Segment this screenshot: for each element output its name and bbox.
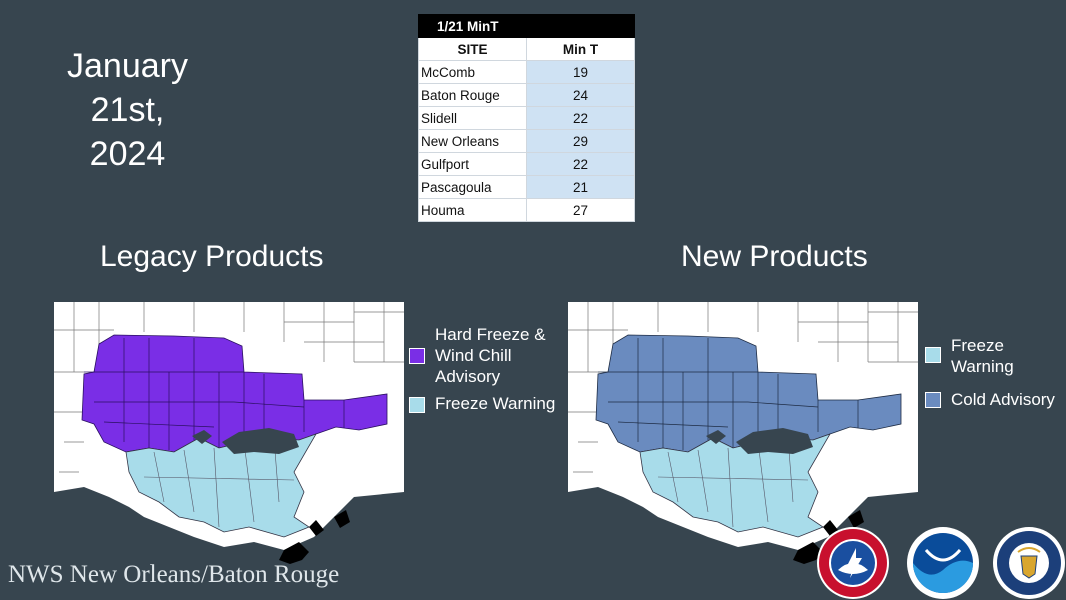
lake-maurepas xyxy=(192,430,212,444)
table-row: Slidell 22 xyxy=(418,106,636,130)
lake-pontchartrain xyxy=(736,428,813,454)
footer-office-name: NWS New Orleans/Baton Rouge xyxy=(8,561,340,588)
min-t-cell: 19 xyxy=(525,60,636,84)
min-temperature-table: 1/21 MinT SITE Min T McComb 19 Baton Rou… xyxy=(417,14,636,222)
legend-label: Freeze Warning xyxy=(951,336,1014,376)
legend-item-freeze-warning: Freeze Warning xyxy=(409,393,569,414)
freeze-warning-area xyxy=(639,433,831,538)
site-cell: Gulfport xyxy=(418,152,527,176)
date-title: January 21st, 2024 xyxy=(40,44,215,176)
new-products-title: New Products xyxy=(681,240,868,273)
cold-advisory-area xyxy=(595,334,902,453)
county-lines xyxy=(54,302,404,473)
legend-label: Hard Freeze & Wind Chill Advisory xyxy=(435,325,546,386)
legacy-legend: Hard Freeze & Wind Chill Advisory Freeze… xyxy=(409,324,569,420)
legend-swatch-freeze-warning xyxy=(409,397,425,413)
legend-item-cold-advisory: Cold Advisory xyxy=(925,389,1066,410)
table-row: Pascagoula 21 xyxy=(418,175,636,199)
site-cell: McComb xyxy=(418,60,527,84)
site-cell: Pascagoula xyxy=(418,175,527,199)
legend-item-freeze-warning: Freeze Warning xyxy=(925,335,1066,377)
legacy-products-map xyxy=(54,302,404,564)
min-t-cell: 27 xyxy=(525,198,636,222)
min-t-cell: 24 xyxy=(525,83,636,107)
date-year: 2024 xyxy=(89,135,166,173)
table-row: Houma 27 xyxy=(418,198,636,222)
legend-swatch-freeze-warning xyxy=(925,347,941,363)
marsh-edge xyxy=(279,510,350,564)
site-cell: Slidell xyxy=(418,106,527,130)
noaa-logo xyxy=(907,527,979,599)
nws-logo xyxy=(817,527,889,599)
legacy-products-title: Legacy Products xyxy=(100,240,324,273)
site-cell: Houma xyxy=(418,198,527,222)
date-month: January xyxy=(67,47,188,85)
table-title: 1/21 MinT xyxy=(417,14,636,38)
legend-swatch-hard-freeze xyxy=(409,348,425,364)
site-cell: New Orleans xyxy=(418,129,527,153)
advisory-county-lines xyxy=(598,338,859,450)
new-products-map xyxy=(568,302,918,564)
legend-swatch-cold-advisory xyxy=(925,392,941,408)
legacy-map-svg xyxy=(54,302,404,564)
table-row: New Orleans 29 xyxy=(418,129,636,153)
min-t-cell: 29 xyxy=(525,129,636,153)
min-t-cell: 22 xyxy=(525,106,636,130)
legend-label: Cold Advisory xyxy=(951,390,1055,409)
min-t-cell: 22 xyxy=(525,152,636,176)
site-cell: Baton Rouge xyxy=(418,83,527,107)
legend-item-hard-freeze: Hard Freeze & Wind Chill Advisory xyxy=(409,324,569,387)
date-day: 21st, xyxy=(90,91,165,129)
table-header-site: SITE xyxy=(418,37,527,61)
min-t-cell: 21 xyxy=(525,175,636,199)
commerce-seal xyxy=(993,527,1065,599)
table-header-min-t: Min T xyxy=(525,37,636,61)
freeze-county-lines xyxy=(657,437,809,528)
new-map-svg xyxy=(568,302,918,564)
advisory-county-lines xyxy=(84,338,345,450)
freeze-warning-area xyxy=(125,433,317,538)
hard-freeze-area xyxy=(81,334,388,453)
new-legend: Freeze Warning Cold Advisory xyxy=(925,335,1066,416)
lake-maurepas xyxy=(706,430,726,444)
gulf-coast-water xyxy=(54,487,404,564)
table-row: Baton Rouge 24 xyxy=(418,83,636,107)
marsh-edge xyxy=(793,510,864,564)
lake-pontchartrain xyxy=(222,428,299,454)
table-row: Gulfport 22 xyxy=(418,152,636,176)
table-row: McComb 19 xyxy=(418,60,636,84)
legend-label: Freeze Warning xyxy=(435,394,556,413)
county-lines xyxy=(568,302,918,473)
freeze-county-lines xyxy=(143,437,295,528)
